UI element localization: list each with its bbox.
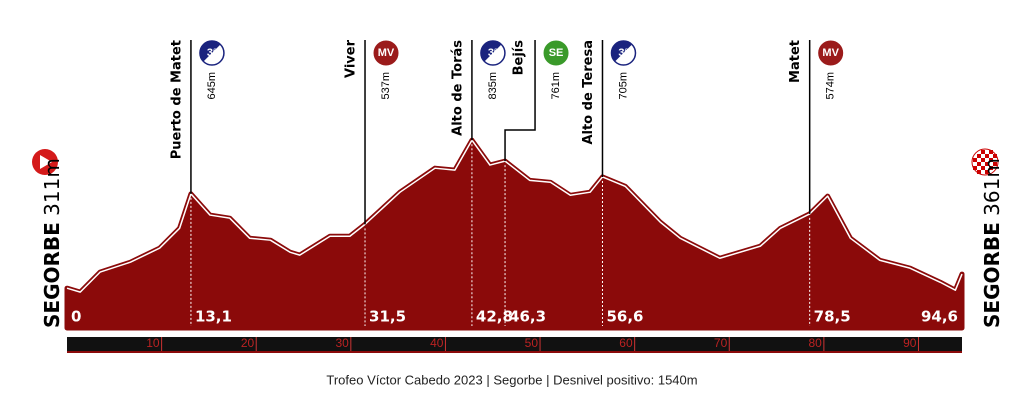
- x-tick-label: 70: [714, 336, 728, 350]
- waypoint-elevation: 645m: [206, 72, 218, 100]
- km-label: 31,5: [369, 308, 406, 326]
- km-label: 42,8: [476, 308, 513, 326]
- finish-check: [989, 150, 993, 154]
- x-tick-label: 80: [809, 336, 823, 350]
- badge-label: MV: [378, 47, 395, 59]
- finish-check: [977, 170, 981, 174]
- badge-label: 3ª: [488, 47, 499, 59]
- badge-circle: [542, 39, 570, 67]
- profile-line: [66, 139, 963, 293]
- finish-check: [989, 158, 993, 162]
- waypoint-elevation: 574m: [825, 72, 837, 100]
- finish-name: SEGORBE: [980, 222, 1004, 328]
- waypoint-name: Bejís: [512, 40, 527, 76]
- start-elevation: 311m: [40, 158, 64, 216]
- km-label: 56,6: [606, 308, 643, 326]
- badge-circle: [372, 39, 400, 67]
- finish-icon: [971, 148, 999, 176]
- finish-elevation: 361m: [980, 158, 1004, 216]
- badge: MV: [372, 39, 400, 67]
- waypoint-line: [504, 40, 536, 162]
- badge: 3ª: [480, 40, 506, 66]
- start-label: SEGORBE 311m: [40, 158, 64, 328]
- badge-half: [199, 40, 221, 62]
- waypoint-elevation: 835m: [487, 72, 499, 100]
- start-arrow: [40, 155, 52, 169]
- badge: MV: [817, 39, 845, 67]
- badge-label: MV: [822, 47, 839, 59]
- finish-check: [977, 154, 981, 158]
- finish-check: [977, 162, 981, 166]
- waypoint-elevation: 761m: [550, 72, 562, 100]
- finish-check: [973, 166, 977, 170]
- badge-label: 3ª: [207, 47, 218, 59]
- start-name: SEGORBE: [40, 222, 64, 328]
- km-bar-edge: [67, 351, 962, 353]
- badge-half: [611, 40, 632, 62]
- badge: 3ª: [199, 40, 225, 66]
- finish-check: [985, 154, 989, 158]
- waypoint-name: Alto de Torás: [450, 40, 465, 136]
- waypoint-elevation: 705m: [617, 72, 629, 100]
- finish-check: [993, 154, 997, 158]
- x-tick-label: 30: [335, 336, 349, 350]
- x-tick-label: 50: [525, 336, 539, 350]
- km-label: 13,1: [195, 308, 232, 326]
- badge: 3ª: [610, 40, 637, 66]
- finish-check: [981, 150, 985, 154]
- finish-check: [981, 158, 985, 162]
- x-tick-label: 60: [619, 336, 633, 350]
- finish-check: [981, 166, 985, 170]
- km-label: 78,5: [814, 308, 851, 326]
- footer: Trofeo Víctor Cabedo 2023 | Segorbe | De…: [326, 372, 697, 387]
- finish-check: [985, 170, 989, 174]
- badge-label: 3ª: [618, 47, 629, 59]
- x-tick-label: 40: [430, 336, 444, 350]
- finish-check: [985, 162, 989, 166]
- badge: SE: [542, 39, 570, 67]
- x-tick-label: 90: [903, 336, 917, 350]
- finish-check: [973, 158, 977, 162]
- km-label: 94,6: [921, 308, 958, 326]
- finish-check: [989, 166, 993, 170]
- km-bar: [67, 337, 962, 351]
- finish-label: SEGORBE 361m: [980, 158, 1004, 328]
- x-tick-label: 10: [146, 336, 160, 350]
- x-tick-label: 20: [241, 336, 255, 350]
- waypoint-name: Puerto de Matet: [169, 40, 184, 159]
- finish-check: [993, 162, 997, 166]
- km-label: 0: [71, 308, 81, 326]
- waypoint-name: Alto de Teresa: [581, 40, 596, 145]
- badge-label: SE: [549, 47, 564, 59]
- badge-half: [480, 40, 502, 62]
- waypoint-name: Matet: [788, 40, 803, 83]
- waypoint-elevation: 537m: [380, 72, 392, 100]
- waypoint-name: Viver: [344, 39, 359, 78]
- km-label: 46,3: [509, 308, 546, 326]
- badge-circle: [817, 39, 845, 67]
